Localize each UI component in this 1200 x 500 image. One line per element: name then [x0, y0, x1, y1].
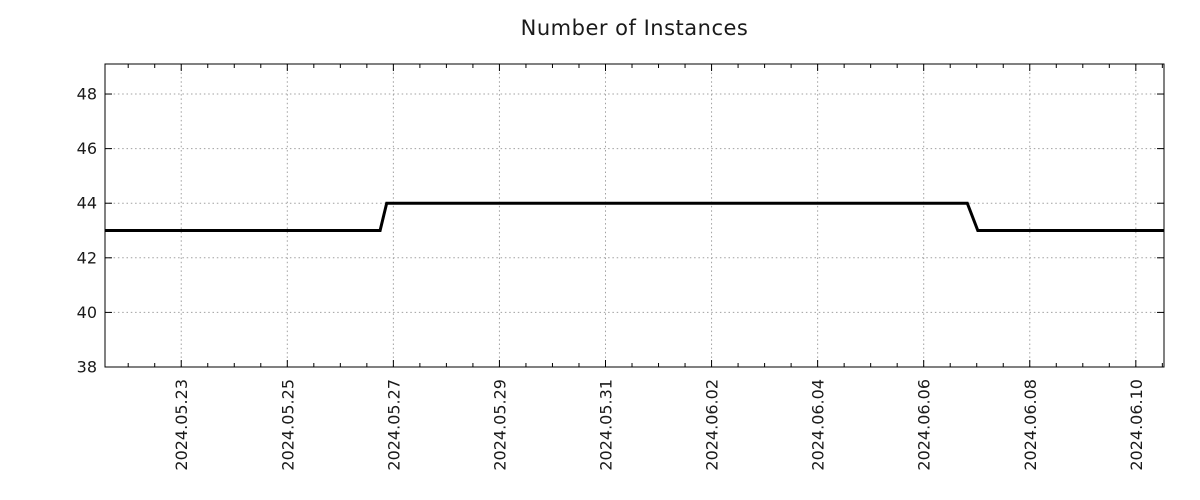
y-tick-label: 44 [77, 194, 97, 213]
x-tick-label: 2024.05.31 [596, 379, 615, 471]
x-tick-label: 2024.05.27 [384, 379, 403, 471]
y-tick-label: 48 [77, 85, 97, 104]
y-tick-label: 40 [77, 303, 97, 322]
x-tick-label: 2024.05.29 [490, 379, 509, 471]
x-tick-label: 2024.06.10 [1127, 379, 1146, 471]
y-tick-label: 38 [77, 358, 97, 377]
y-tick-label: 42 [77, 248, 97, 267]
chart-title: Number of Instances [520, 16, 749, 40]
x-tick-label: 2024.06.06 [915, 379, 934, 471]
x-tick-label: 2024.05.23 [172, 379, 191, 471]
y-tick-label: 46 [77, 139, 97, 158]
x-tick-label: 2024.06.02 [703, 379, 722, 471]
plot-border [104, 63, 1165, 368]
x-tick-label: 2024.06.04 [809, 379, 828, 471]
x-tick-label: 2024.05.25 [278, 379, 297, 471]
series-line-instances [105, 201, 1164, 232]
x-tick-label: 2024.06.08 [1021, 379, 1040, 471]
